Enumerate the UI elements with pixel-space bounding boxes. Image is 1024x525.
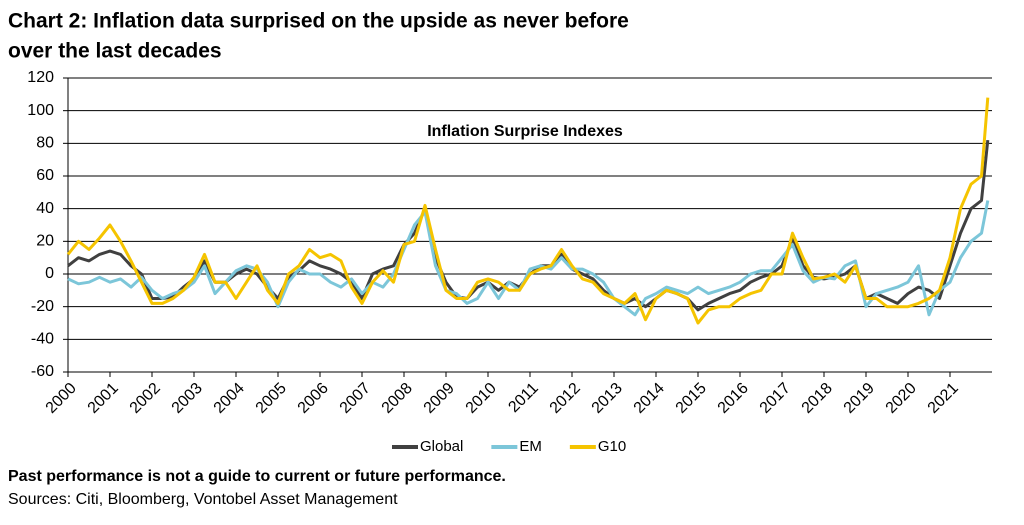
x-tick-label: 2019 bbox=[841, 380, 878, 417]
y-tick-label: 120 bbox=[27, 69, 54, 86]
legend-label: Global bbox=[420, 438, 463, 455]
x-tick-label: 2011 bbox=[505, 380, 541, 416]
x-tick-label: 2006 bbox=[295, 380, 332, 417]
note: Sources: Citi, Bloomberg, Vontobel Asset… bbox=[8, 491, 398, 508]
chart-title: Chart 2: Inflation data surprised on the… bbox=[8, 10, 629, 33]
y-tick-label: 40 bbox=[36, 200, 54, 217]
x-tick-label: 2003 bbox=[169, 380, 206, 417]
x-tick-label: 2020 bbox=[883, 380, 920, 417]
x-tick-label: 2014 bbox=[631, 380, 668, 417]
y-tick-label: 60 bbox=[36, 167, 54, 184]
series-line bbox=[66, 97, 990, 325]
x-tick-label: 2016 bbox=[715, 380, 752, 417]
y-tick-label: -40 bbox=[31, 331, 54, 348]
note: Past performance is not a guide to curre… bbox=[8, 468, 506, 485]
x-tick-label: 2010 bbox=[463, 380, 500, 417]
y-tick-label: -20 bbox=[31, 298, 54, 315]
x-tick-label: 2012 bbox=[547, 380, 584, 417]
annotation: Inflation Surprise Indexes bbox=[427, 123, 623, 140]
y-tick-label: 100 bbox=[27, 102, 54, 119]
x-tick-label: 2009 bbox=[421, 380, 458, 417]
series-line bbox=[67, 200, 990, 317]
y-tick-label: 20 bbox=[36, 233, 54, 250]
x-tick-label: 2021 bbox=[925, 380, 962, 417]
y-tick-label: 0 bbox=[45, 265, 54, 282]
x-tick-label: 2013 bbox=[589, 380, 626, 417]
x-tick-label: 2001 bbox=[85, 380, 122, 417]
y-tick-label: 80 bbox=[36, 135, 54, 152]
legend-label: G10 bbox=[598, 438, 626, 455]
x-tick-label: 2005 bbox=[253, 380, 290, 417]
x-tick-label: 2007 bbox=[337, 380, 374, 417]
x-tick-label: 2002 bbox=[127, 380, 164, 417]
x-tick-label: 2015 bbox=[673, 380, 710, 417]
chart-title: over the last decades bbox=[8, 40, 222, 63]
legend-label: EM bbox=[519, 438, 542, 455]
x-tick-label: 2000 bbox=[43, 380, 80, 417]
x-tick-label: 2008 bbox=[379, 380, 416, 417]
series-line bbox=[67, 139, 990, 312]
x-tick-label: 2004 bbox=[211, 380, 248, 417]
x-tick-label: 2017 bbox=[757, 380, 794, 417]
x-tick-label: 2018 bbox=[799, 380, 836, 417]
y-tick-label: -60 bbox=[31, 363, 54, 380]
